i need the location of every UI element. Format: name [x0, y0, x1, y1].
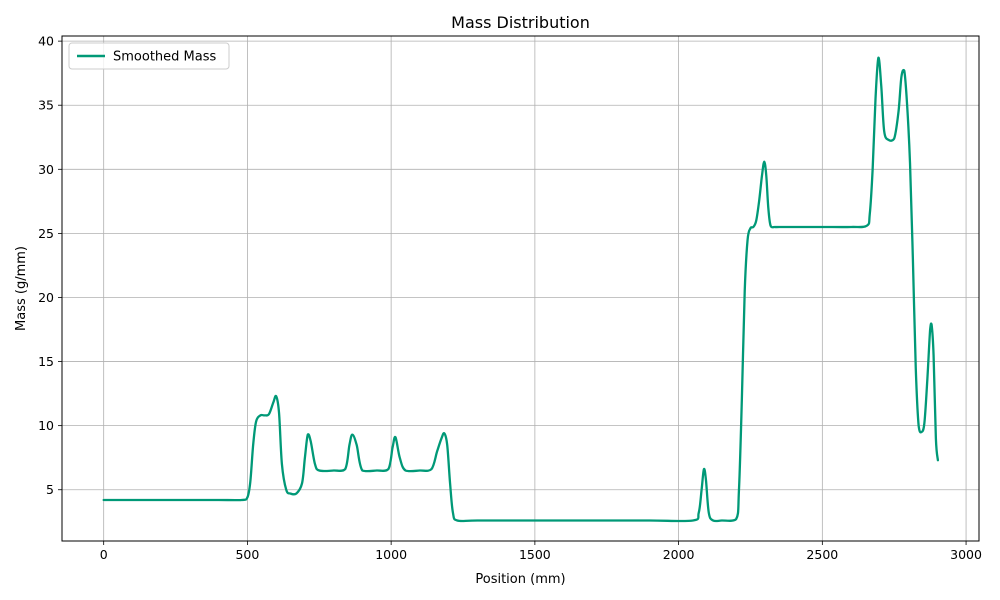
x-tick-label: 500 — [235, 547, 259, 562]
series-line-0 — [102, 56, 940, 523]
y-tick-label: 10 — [38, 418, 54, 433]
y-tick-label: 25 — [38, 226, 54, 241]
legend-label: Smoothed Mass — [113, 50, 216, 65]
y-axis-label: Mass (g/mm) — [14, 246, 29, 331]
series-layer — [102, 56, 940, 523]
x-tick-label: 1000 — [375, 547, 407, 562]
y-tick-label: 15 — [38, 354, 54, 369]
x-tick-label: 1500 — [519, 547, 551, 562]
y-tick-label: 20 — [38, 290, 54, 305]
grid — [62, 36, 979, 541]
legend: Smoothed Mass — [68, 42, 230, 70]
y-tick-label: 35 — [38, 98, 54, 113]
y-tick-label: 5 — [46, 482, 54, 497]
legend-box — [68, 42, 230, 70]
plot-frame — [61, 35, 980, 542]
chart-title: Mass Distribution — [451, 13, 590, 32]
x-axis-label: Position (mm) — [475, 572, 565, 587]
x-tick-label: 0 — [100, 547, 108, 562]
x-tick-label: 3000 — [950, 547, 982, 562]
y-tick-label: 40 — [38, 34, 54, 49]
ticks: 0 500 1000 1500 2000 2500 3000 5 10 15 20 25 30 35 40 — [38, 34, 982, 562]
y-tick-label: 30 — [38, 162, 54, 177]
x-tick-label: 2500 — [806, 547, 838, 562]
x-tick-label: 2000 — [663, 547, 695, 562]
